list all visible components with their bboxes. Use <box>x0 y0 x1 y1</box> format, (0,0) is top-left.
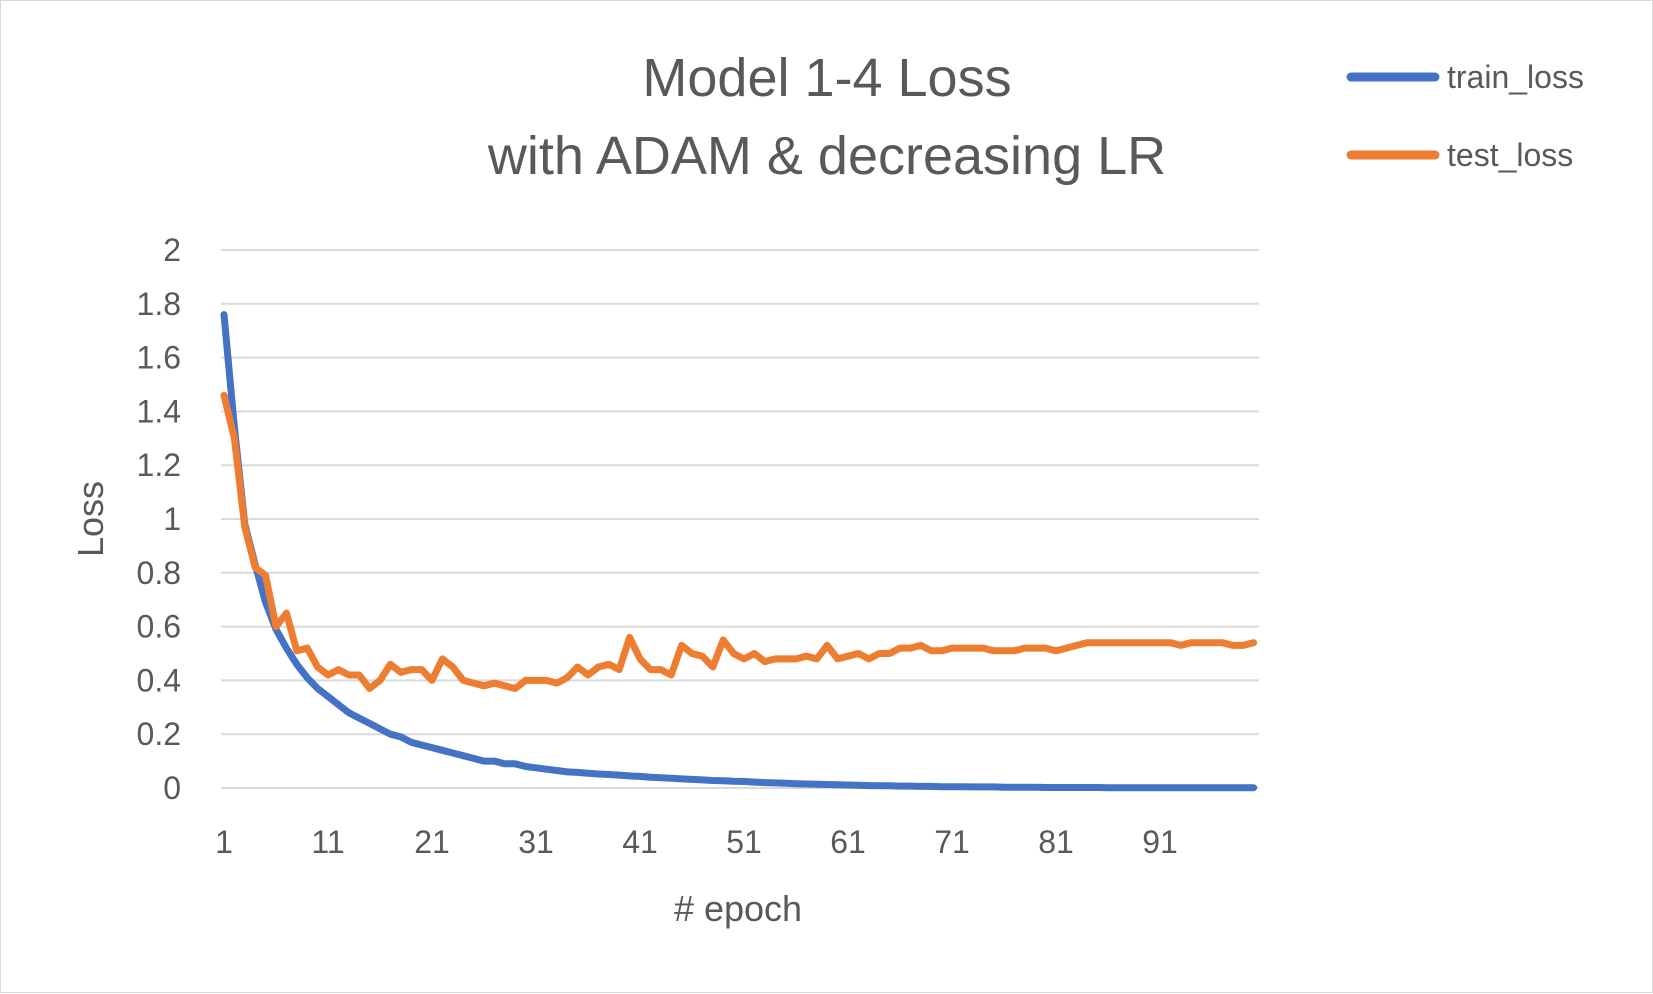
legend-label-test-loss: test_loss <box>1447 137 1573 173</box>
series-lines <box>220 311 1258 792</box>
y-tick-label: 1.6 <box>137 340 181 376</box>
y-tick-label: 1.4 <box>137 393 181 429</box>
x-tick-label: 41 <box>622 824 658 860</box>
legend: train_loss test_loss <box>1346 59 1584 173</box>
x-axis-title: # epoch <box>674 888 802 929</box>
x-tick-label: 21 <box>414 824 450 860</box>
chart-title-line-1: Model 1-4 Loss <box>642 48 1011 108</box>
chart-title-line-2: with ADAM & decreasing LR <box>487 126 1166 186</box>
y-tick-label: 0.6 <box>137 609 181 645</box>
y-tick-label: 0.8 <box>137 555 181 591</box>
legend-label-train-loss: train_loss <box>1447 59 1584 95</box>
x-tick-label: 31 <box>518 824 554 860</box>
y-axis-ticks: 0 0.2 0.4 0.6 0.8 1 1.2 1.4 1.6 1.8 2 <box>137 232 181 806</box>
series-line-train-loss <box>220 311 1258 792</box>
x-tick-label: 51 <box>726 824 762 860</box>
y-tick-label: 0.2 <box>137 716 181 752</box>
series-line-test-loss <box>220 391 1258 692</box>
x-tick-label: 61 <box>830 824 866 860</box>
x-tick-label: 81 <box>1038 824 1074 860</box>
y-tick-label: 0.4 <box>137 662 181 698</box>
x-tick-label: 11 <box>311 824 344 860</box>
chart-title: Model 1-4 Loss with ADAM & decreasing LR <box>487 48 1166 186</box>
y-tick-label: 1 <box>163 501 181 537</box>
y-tick-label: 1.2 <box>137 447 181 483</box>
x-axis-ticks: 1 11 21 31 41 51 61 71 81 91 <box>215 824 1178 860</box>
y-axis-title: Loss <box>70 481 111 557</box>
x-tick-label: 71 <box>934 824 970 860</box>
y-tick-label: 0 <box>163 770 181 806</box>
y-tick-label: 1.8 <box>137 286 181 322</box>
x-tick-label: 91 <box>1142 824 1178 860</box>
y-tick-label: 2 <box>163 232 181 268</box>
x-tick-label: 1 <box>215 824 233 860</box>
gridlines <box>221 249 1259 789</box>
